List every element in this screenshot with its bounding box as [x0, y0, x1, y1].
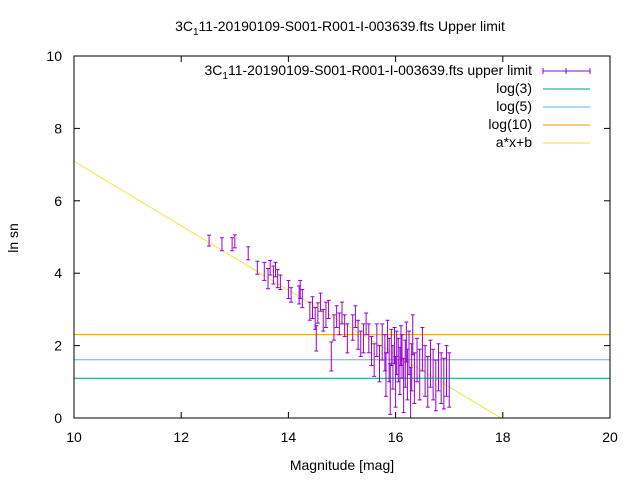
data-point: [377, 345, 382, 383]
legend: 3C111-20190109-S001-R001-I-003639.fts up…: [204, 62, 591, 150]
series-layer: [74, 160, 610, 418]
data-point: [337, 312, 342, 336]
plot-area: [73, 55, 611, 419]
data-point: [326, 299, 331, 319]
data-point: [271, 265, 276, 285]
data-point: [342, 314, 347, 338]
data-point: [423, 345, 428, 397]
data-point: [345, 323, 350, 354]
data-point: [300, 288, 305, 309]
data-point: [246, 246, 251, 261]
data-point: [447, 352, 452, 408]
data-point: [417, 348, 422, 401]
legend-label-series: 3C111-20190109-S001-R001-I-003639.fts up…: [204, 62, 532, 82]
plot-border: [73, 55, 611, 419]
y-tick-label: 8: [54, 120, 62, 136]
data-point: [425, 355, 430, 408]
legend-entry-log5: log(5): [496, 98, 590, 114]
data-point: [323, 301, 328, 328]
data-point: [420, 327, 425, 372]
data-point: [273, 261, 278, 278]
data-point: [310, 296, 315, 319]
data-point: [275, 269, 280, 289]
data-point: [444, 345, 449, 397]
data-point: [219, 237, 224, 252]
data-point: [374, 323, 379, 357]
data-point: [340, 301, 344, 325]
data-point: [356, 319, 361, 350]
data-point: [255, 260, 260, 275]
data-point: [358, 330, 363, 357]
data-point: [334, 305, 339, 328]
x-tick-label: 16: [388, 429, 404, 445]
data-point: [353, 305, 358, 328]
legend-label-log5: log(5): [496, 98, 532, 114]
legend-label-log10: log(10): [488, 116, 532, 132]
data-point: [436, 343, 441, 392]
data-point: [318, 292, 323, 312]
data-point: [415, 337, 420, 383]
legend-swatch-errorbars: [542, 68, 591, 74]
data-point: [361, 323, 366, 354]
y-tick-label: 0: [54, 410, 62, 426]
y-tick-label: 2: [54, 338, 62, 354]
legend-label-fit: a*x+b: [496, 134, 532, 150]
data-point: [262, 261, 267, 281]
data-point: [428, 339, 433, 388]
data-point: [298, 279, 303, 300]
legend-entry-series: 3C111-20190109-S001-R001-I-003639.fts up…: [204, 62, 591, 82]
x-tick-label: 18: [495, 429, 511, 445]
data-point: [207, 234, 212, 247]
data-point: [307, 301, 312, 321]
data-point: [412, 352, 417, 405]
data-point: [232, 234, 237, 249]
data-point: [268, 260, 273, 276]
data-point: [230, 237, 235, 252]
legend-entry-log3: log(3): [496, 80, 590, 96]
data-point: [289, 287, 294, 303]
data-point: [329, 341, 334, 372]
x-tick-label: 12: [173, 429, 189, 445]
y-axis-label: ln sn: [5, 223, 21, 253]
data-point: [315, 302, 320, 324]
data-point: [331, 314, 336, 341]
data-point: [364, 312, 369, 336]
data-point: [441, 357, 446, 410]
data-point: [431, 348, 436, 401]
data-point: [278, 274, 283, 290]
data-point: [369, 336, 374, 367]
data-point: [366, 323, 371, 354]
data-point: [439, 352, 444, 405]
data-point: [372, 343, 377, 377]
data-point: [380, 323, 385, 361]
data-point: [433, 359, 438, 412]
data-point: [286, 279, 291, 300]
y-tick-label: 6: [54, 193, 62, 209]
x-tick-labels: 10 12 14 16 18 20: [66, 429, 618, 445]
data-point: [350, 314, 355, 341]
axis-ticks: [73, 55, 611, 419]
x-tick-label: 20: [602, 429, 618, 445]
legend-entry-log10: log(10): [488, 116, 590, 132]
x-tick-label: 14: [281, 429, 297, 445]
y-tick-label: 4: [54, 265, 62, 281]
x-axis-label: Magnitude [mag]: [290, 457, 394, 473]
y-tick-label: 10: [46, 48, 62, 64]
x-tick-label: 10: [66, 429, 82, 445]
legend-entry-fit: a*x+b: [496, 134, 590, 150]
data-point: [321, 308, 326, 332]
data-point: [266, 267, 271, 290]
chart-title: 3C111-20190109-S001-R001-I-003639.fts Up…: [175, 18, 505, 38]
data-point: [314, 325, 319, 352]
y-tick-labels: 0 2 4 6 8 10: [46, 48, 62, 426]
legend-label-log3: log(3): [496, 80, 532, 96]
